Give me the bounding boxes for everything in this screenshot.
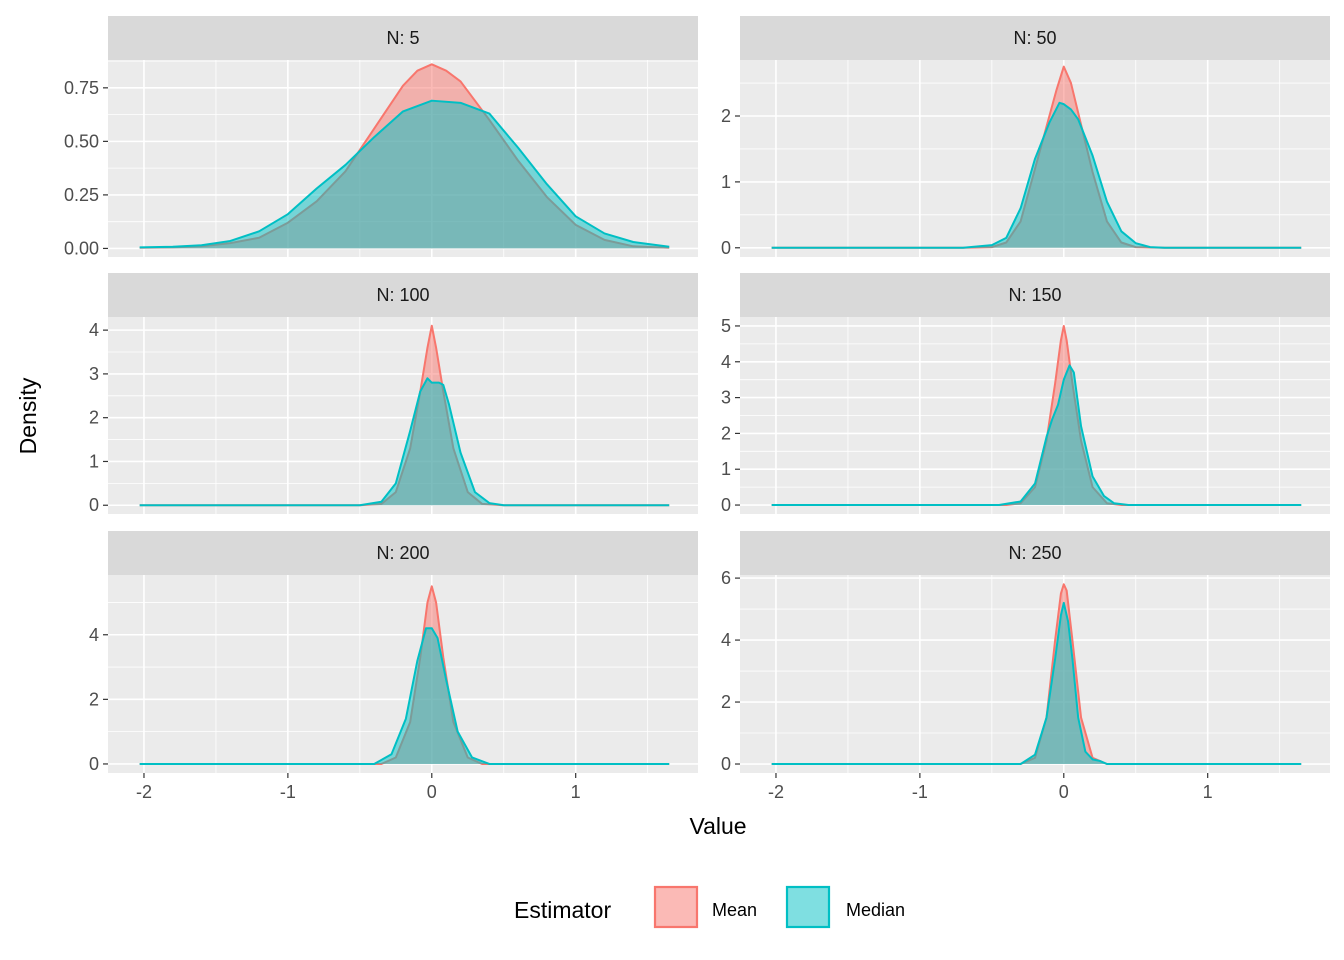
density-area-median bbox=[139, 100, 670, 249]
density-line-median bbox=[139, 627, 670, 765]
facet-strip bbox=[108, 531, 698, 575]
y-tick-label: 6 bbox=[721, 568, 731, 588]
x-tick-label: -1 bbox=[912, 782, 928, 802]
facet-strip-label: N: 200 bbox=[376, 543, 429, 563]
y-tick-label: 2 bbox=[721, 692, 731, 712]
facet-strip bbox=[108, 273, 698, 317]
density-line-median bbox=[771, 364, 1302, 507]
facet-panel: N: 100 0 1 2 3 4 bbox=[89, 273, 698, 515]
density-area-median bbox=[139, 378, 670, 506]
facet-panel: N: 50 0 1 2 bbox=[721, 16, 1330, 258]
x-tick-label: 0 bbox=[427, 782, 437, 802]
density-line-median bbox=[771, 101, 1302, 249]
density-line-median bbox=[139, 377, 670, 507]
facet-strip bbox=[740, 531, 1330, 575]
density-curves bbox=[771, 65, 1302, 249]
y-tick-label: 3 bbox=[721, 388, 731, 408]
y-tick-label: 4 bbox=[721, 630, 731, 650]
density-curves bbox=[771, 583, 1302, 766]
facet-strip-label: N: 150 bbox=[1008, 285, 1061, 305]
y-tick-label: 4 bbox=[89, 625, 99, 645]
facet-panel: N: 250 0 2 4 6 -2 -1 0 1 bbox=[721, 531, 1330, 802]
y-tick-label: 0.00 bbox=[64, 238, 99, 258]
legend: Estimator Mean Median bbox=[514, 885, 905, 929]
facet-panel: N: 200 0 2 4 -2 -1 0 1 bbox=[89, 531, 698, 802]
facet-strip-label: N: 50 bbox=[1013, 28, 1056, 48]
density-area-median bbox=[139, 628, 670, 764]
x-tick-label: 0 bbox=[1059, 782, 1069, 802]
density-curves bbox=[139, 63, 670, 249]
y-tick-label: 4 bbox=[721, 352, 731, 372]
facet-strip-label: N: 100 bbox=[376, 285, 429, 305]
legend-key-mean bbox=[653, 885, 699, 929]
panel-background bbox=[740, 575, 1330, 773]
y-tick-label: 1 bbox=[89, 451, 99, 471]
x-tick-label: 1 bbox=[571, 782, 581, 802]
facet-strip bbox=[740, 273, 1330, 317]
facet-strip bbox=[740, 16, 1330, 60]
density-curves bbox=[139, 585, 670, 765]
legend-label-median: Median bbox=[846, 900, 905, 920]
legend-key-median bbox=[785, 885, 831, 929]
y-tick-label: 1 bbox=[721, 459, 731, 479]
y-axis-title: Density bbox=[15, 377, 41, 454]
facet-strip bbox=[108, 16, 698, 60]
y-tick-label: 2 bbox=[721, 423, 731, 443]
y-tick-label: 4 bbox=[89, 320, 99, 340]
facet-panel: N: 5 0.00 0.25 0.50 0.75 bbox=[64, 16, 698, 258]
y-tick-label: 0 bbox=[721, 238, 731, 258]
x-tick-label: -2 bbox=[136, 782, 152, 802]
y-tick-label: 0 bbox=[721, 495, 731, 515]
density-area-median bbox=[771, 102, 1302, 248]
y-tick-label: 0.75 bbox=[64, 78, 99, 98]
y-tick-label: 2 bbox=[89, 408, 99, 428]
density-curves bbox=[771, 324, 1302, 507]
y-tick-label: 0.25 bbox=[64, 185, 99, 205]
x-tick-label: -2 bbox=[768, 782, 784, 802]
y-tick-label: 3 bbox=[89, 364, 99, 384]
facet-strip-label: N: 5 bbox=[386, 28, 419, 48]
facet-strip-label: N: 250 bbox=[1008, 543, 1061, 563]
y-tick-label: 0.50 bbox=[64, 131, 99, 151]
y-tick-label: 5 bbox=[721, 316, 731, 336]
density-curves bbox=[139, 324, 670, 507]
y-tick-label: 2 bbox=[89, 689, 99, 709]
density-line-median bbox=[139, 99, 670, 249]
legend-title: Estimator bbox=[514, 897, 611, 923]
y-tick-label: 1 bbox=[721, 172, 731, 192]
legend-label-mean: Mean bbox=[712, 900, 757, 920]
facet-panel: N: 150 0 1 2 3 4 5 bbox=[721, 273, 1330, 515]
y-tick-label: 0 bbox=[89, 754, 99, 774]
y-tick-label: 2 bbox=[721, 106, 731, 126]
density-line-median bbox=[771, 601, 1302, 766]
y-tick-label: 0 bbox=[89, 495, 99, 515]
y-tick-label: 0 bbox=[721, 754, 731, 774]
x-tick-label: -1 bbox=[280, 782, 296, 802]
x-axis-title: Value bbox=[689, 813, 746, 839]
x-tick-label: 1 bbox=[1203, 782, 1213, 802]
